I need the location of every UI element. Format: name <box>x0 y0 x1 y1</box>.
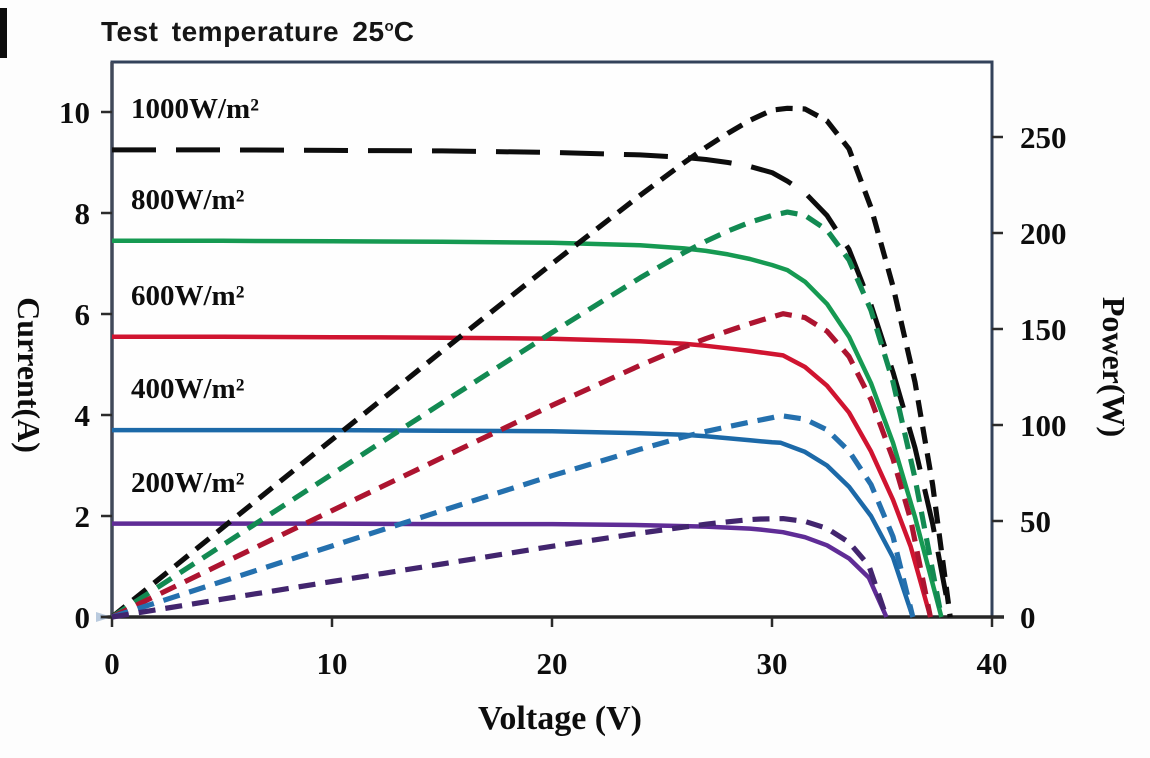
chart-title: Test temperature 25oC <box>101 16 414 48</box>
iv-curve-800 <box>112 238 944 618</box>
left-edge-artifact <box>0 8 7 58</box>
y-right-tick-label: 250 <box>1020 120 1067 155</box>
pv-curve-600 <box>110 311 933 620</box>
y-right-tick-label: 0 <box>1020 600 1036 635</box>
x-axis-title-voltage: Voltage (V) <box>478 700 642 737</box>
x-tick-label: 10 <box>317 646 348 681</box>
series-label-600: 600W/m² <box>131 279 245 312</box>
y-left-tick-label: 4 <box>75 398 91 433</box>
iv-curve-1000 <box>112 147 953 618</box>
y-left-tick-label: 6 <box>75 297 91 332</box>
x-tick-label: 20 <box>537 646 568 681</box>
y-left-tick-label: 8 <box>75 196 91 231</box>
series-label-1000: 1000W/m² <box>131 92 259 125</box>
pv-curve-200 <box>111 515 889 620</box>
x-tick-label: 0 <box>104 646 120 681</box>
y-left-tick-label: 10 <box>59 95 90 130</box>
series-label-200: 200W/m² <box>131 466 245 499</box>
series-label-800: 800W/m² <box>131 183 245 216</box>
y-left-tick-label: 2 <box>75 499 91 534</box>
pv-curve-800 <box>110 209 944 620</box>
x-tick-label: 40 <box>977 646 1008 681</box>
x-tick-label: 30 <box>757 646 788 681</box>
pv-curve-1000 <box>110 105 953 620</box>
series-label-400: 400W/m² <box>131 373 245 406</box>
y-right-tick-label: 150 <box>1020 312 1067 347</box>
pv-curve-400 <box>111 413 916 620</box>
y-right-tick-label: 200 <box>1020 216 1067 251</box>
iv-curve-400 <box>112 427 915 618</box>
chart-title-unit: C <box>393 16 415 47</box>
chart-title-text: Test temperature 25 <box>101 16 385 47</box>
y-right-tick-label: 50 <box>1020 504 1051 539</box>
y-left-tick-label: 0 <box>75 600 91 635</box>
y-right-tick-label: 100 <box>1020 408 1067 443</box>
iv-curve-600 <box>112 334 933 618</box>
chart-title-degree-sup: o <box>384 18 394 35</box>
